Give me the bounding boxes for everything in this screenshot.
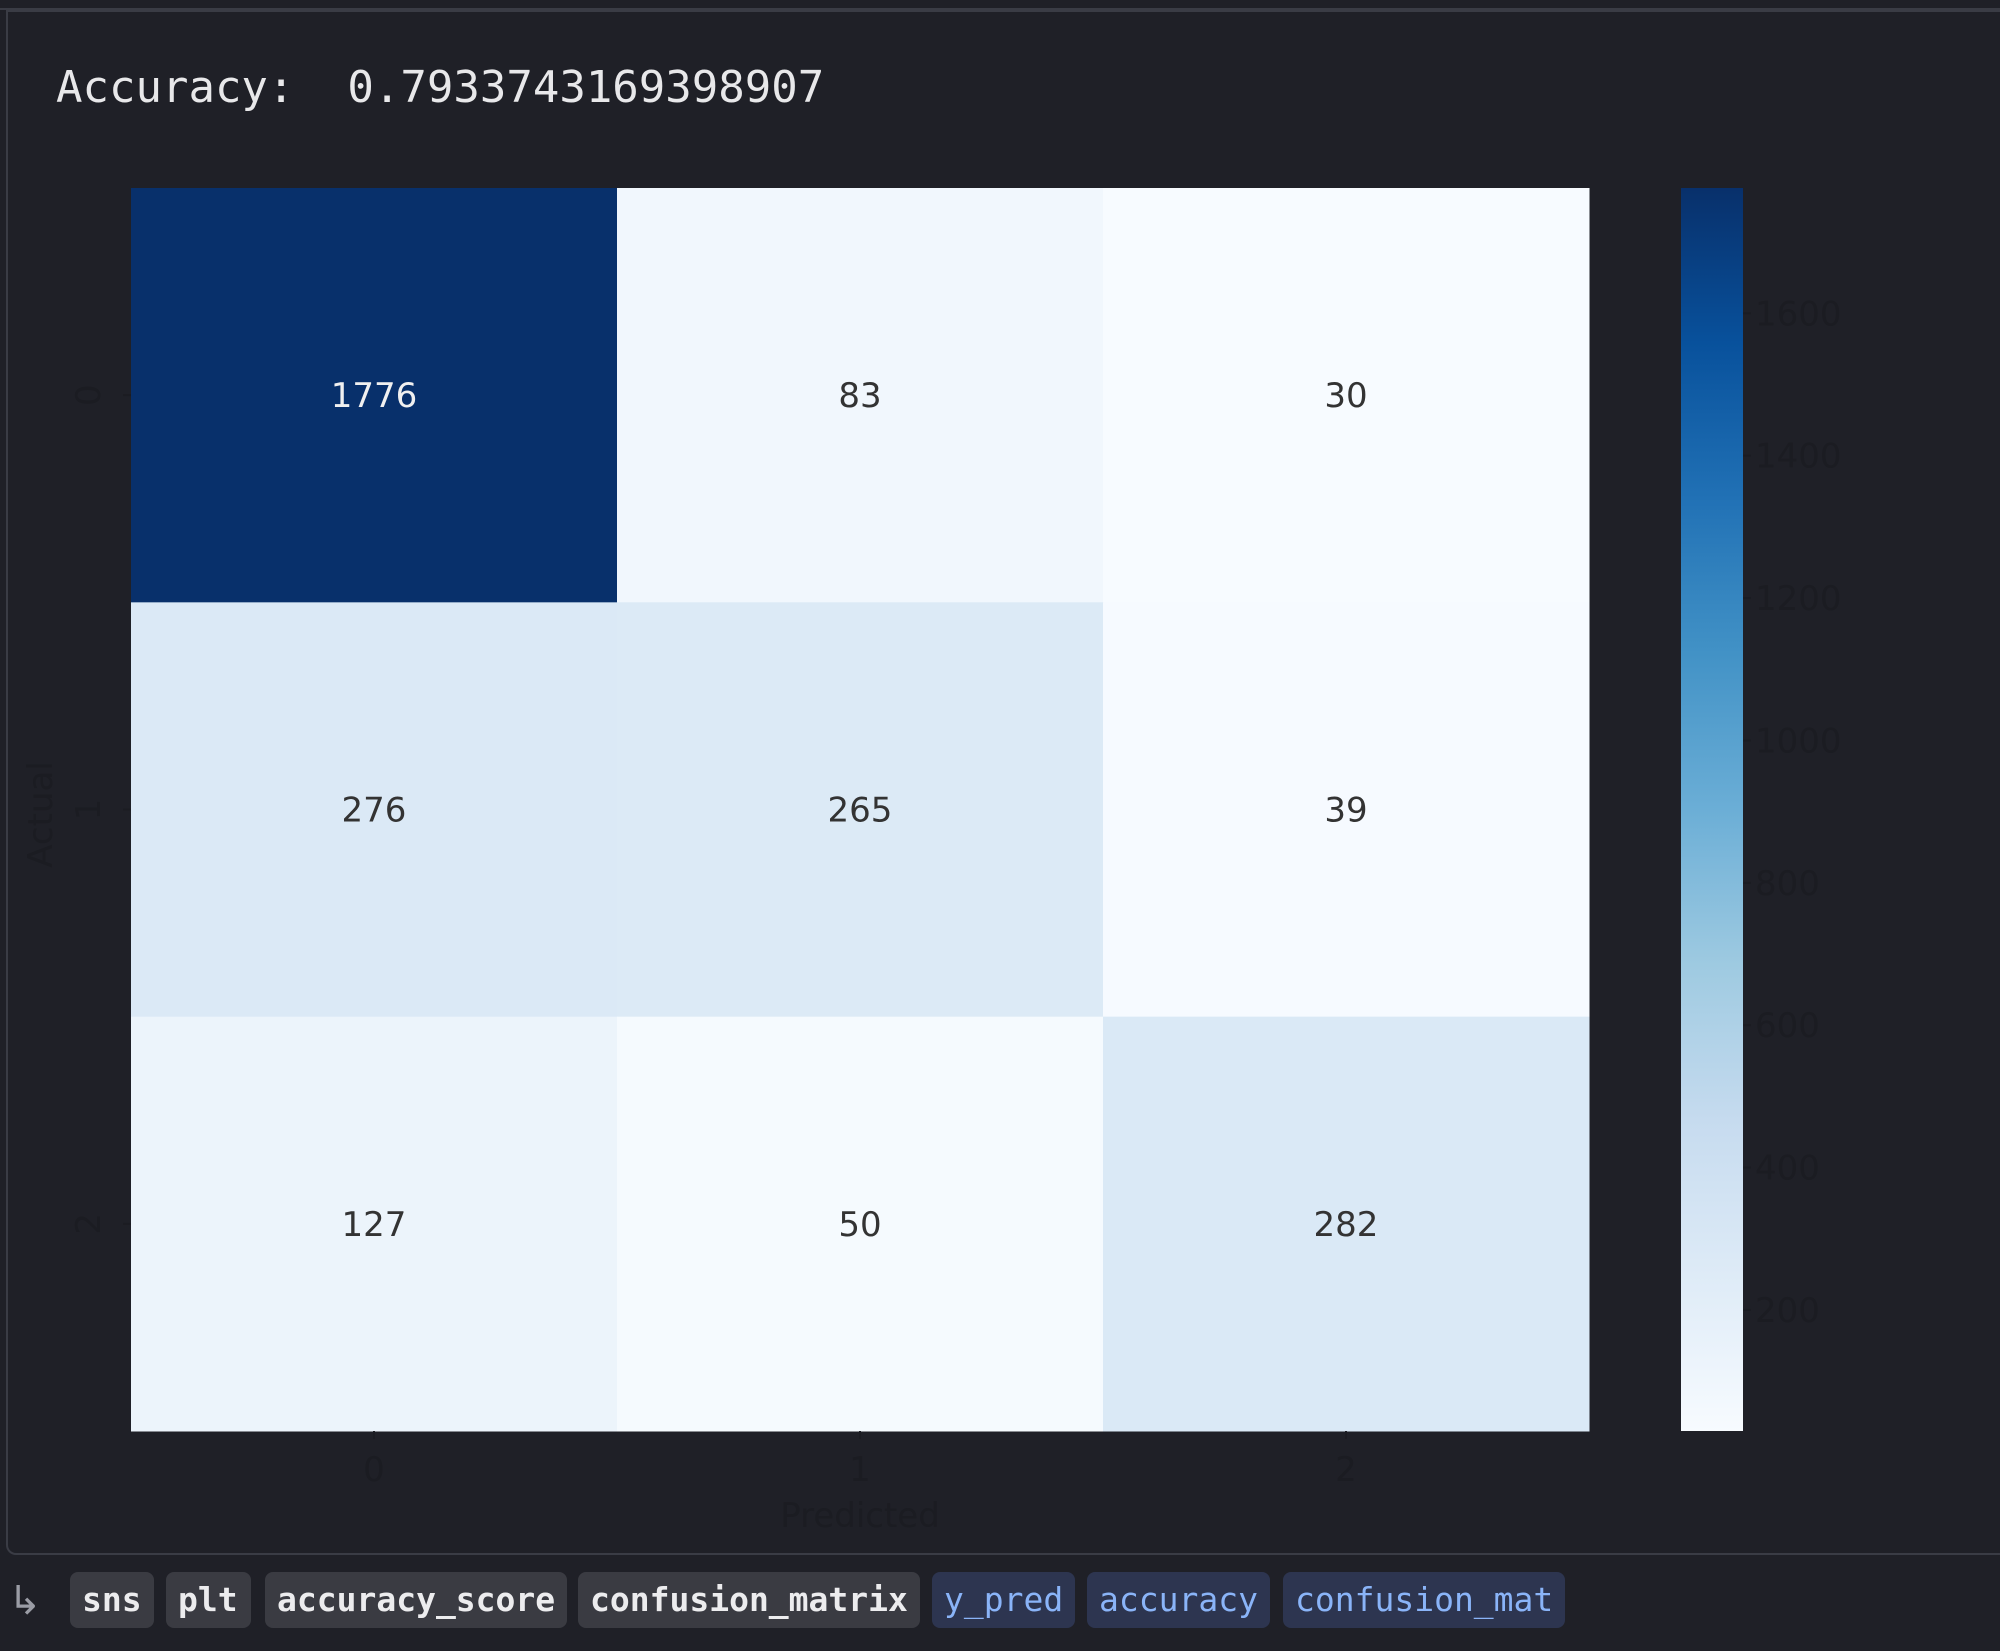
accuracy-label: Accuracy: — [56, 62, 295, 113]
heatmap-cell-2-2 — [1103, 1016, 1590, 1432]
heatmap-cell-2-0 — [131, 1016, 618, 1432]
heatmap-cell-2-1 — [617, 1016, 1104, 1432]
variable-chip-accuracy[interactable]: accuracy — [1087, 1572, 1270, 1628]
y-axis-label: Actual — [21, 761, 61, 868]
y-tick-label-0: 0 — [69, 384, 109, 406]
y-tick-label-1: 1 — [69, 799, 109, 821]
heatmap-cell-0-1 — [617, 188, 1104, 603]
variable-chip-sns[interactable]: sns — [70, 1572, 154, 1628]
heatmap-cell-1-0 — [131, 602, 618, 1018]
accuracy-value: 0.7933743169398907 — [347, 62, 825, 113]
stdout-line: Accuracy: 0.7933743169398907 — [56, 62, 824, 113]
confusion-matrix-heatmap: 1776 83 30 276 265 39 127 50 282 0 1 2 0 1 2 Predicted A… — [21, 188, 1842, 1536]
x-tick-label-1: 1 — [849, 1450, 871, 1490]
return-arrow-icon: ↳ — [8, 1578, 42, 1624]
cell-value-0-1: 83 — [838, 376, 881, 416]
colorbar-tick-label-3: 800 — [1755, 864, 1820, 904]
cell-value-2-1: 50 — [838, 1205, 881, 1245]
cell-top-border — [0, 0, 2000, 10]
x-tick-label-2: 2 — [1335, 1450, 1357, 1490]
y-tick-label-2: 2 — [69, 1213, 109, 1235]
cell-value-0-2: 30 — [1324, 376, 1367, 416]
cell-value-2-0: 127 — [342, 1205, 407, 1245]
cell-value-1-2: 39 — [1324, 791, 1367, 831]
variable-chip-y-pred[interactable]: y_pred — [932, 1572, 1076, 1628]
cell-value-2-2: 282 — [1314, 1205, 1379, 1245]
x-axis-label: Predicted — [780, 1496, 940, 1536]
heatmap-cell-0-0 — [131, 188, 618, 603]
variable-chip-confusion-matrix[interactable]: confusion_matrix — [578, 1572, 920, 1628]
cell-value-1-0: 276 — [342, 791, 407, 831]
colorbar-tick-label-4: 1000 — [1755, 721, 1842, 761]
colorbar-tick-label-5: 1200 — [1755, 579, 1842, 619]
x-tick-label-0: 0 — [363, 1450, 385, 1490]
cell-value-0-0: 1776 — [331, 376, 418, 416]
colorbar-tick-label-0: 200 — [1755, 1291, 1820, 1331]
cell-value-1-1: 265 — [828, 791, 893, 831]
colorbar-tick-label-1: 400 — [1755, 1149, 1820, 1189]
variable-chip-confusion-mat[interactable]: confusion_mat — [1283, 1572, 1566, 1628]
heatmap-cell-0-2 — [1103, 188, 1590, 603]
colorbar-tick-label-6: 1400 — [1755, 437, 1842, 477]
colorbar-tick-label-7: 1600 — [1755, 294, 1842, 334]
colorbar — [1681, 188, 1743, 1431]
heatmap-cell-1-2 — [1103, 602, 1590, 1018]
variable-chip-plt[interactable]: plt — [166, 1572, 251, 1628]
colorbar-tick-label-2: 600 — [1755, 1006, 1820, 1046]
heatmap-cell-1-1 — [617, 602, 1104, 1018]
variable-chip-accuracy-score[interactable]: accuracy_score — [265, 1572, 568, 1628]
